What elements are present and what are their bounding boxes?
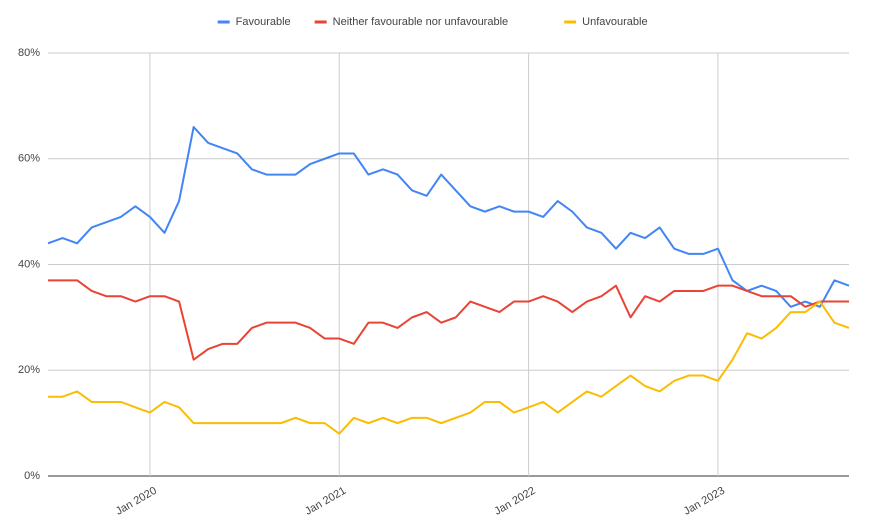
legend-label: Unfavourable xyxy=(582,16,647,28)
y-tick-label: 80% xyxy=(18,47,40,59)
series-line xyxy=(47,126,850,308)
y-tick-label: 0% xyxy=(24,470,40,482)
legend-label: Neither favourable nor unfavourable xyxy=(333,16,509,28)
legend-label: Favourable xyxy=(236,16,291,28)
x-tick-label: Jan 2022 xyxy=(492,485,537,518)
y-tick-label: 60% xyxy=(18,153,40,165)
x-tick-label: Jan 2021 xyxy=(303,485,348,518)
x-tick-label: Jan 2020 xyxy=(114,485,159,518)
y-tick-label: 40% xyxy=(18,258,40,270)
series-line xyxy=(48,300,850,435)
x-tick-label: Jan 2023 xyxy=(682,485,727,518)
y-tick-label: 20% xyxy=(18,364,40,376)
series-line xyxy=(48,279,849,361)
